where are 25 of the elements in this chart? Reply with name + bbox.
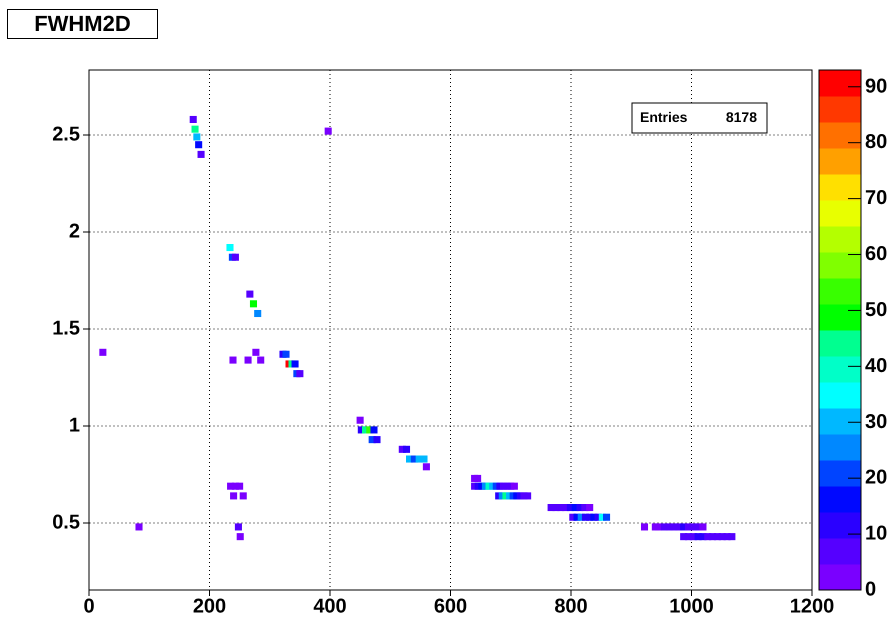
color-bar-label: 30 [865, 410, 888, 433]
color-bar-label: 40 [865, 354, 888, 377]
color-bar-label: 50 [865, 298, 888, 321]
x-tick-label: 200 [192, 596, 226, 618]
y-tick-label: 1.5 [52, 318, 80, 340]
x-tick-label: 1200 [790, 596, 834, 618]
y-tick-label: 2.5 [52, 124, 80, 146]
x-tick-label: 400 [313, 596, 347, 618]
y-tick-label: 1 [68, 414, 80, 437]
color-bar-label: 60 [865, 243, 888, 266]
color-bar-label: 0 [865, 578, 876, 601]
chart-title: FWHM2D [7, 9, 158, 39]
color-bar-label: 20 [865, 466, 888, 489]
x-tick-label: 800 [554, 596, 588, 618]
x-tick-label: 1000 [669, 596, 714, 618]
y-tick-label: 2 [68, 220, 80, 243]
x-tick-label: 0 [83, 596, 95, 618]
color-bar-label: 90 [865, 75, 888, 98]
color-bar-label: 10 [865, 522, 888, 545]
color-bar-label: 80 [865, 131, 888, 154]
x-tick-label: 600 [434, 596, 468, 618]
y-tick-label: 0.5 [52, 512, 80, 534]
annotation: Entries [640, 108, 688, 125]
annotation: 8178 [726, 108, 758, 125]
color-bar-label: 70 [865, 187, 888, 210]
